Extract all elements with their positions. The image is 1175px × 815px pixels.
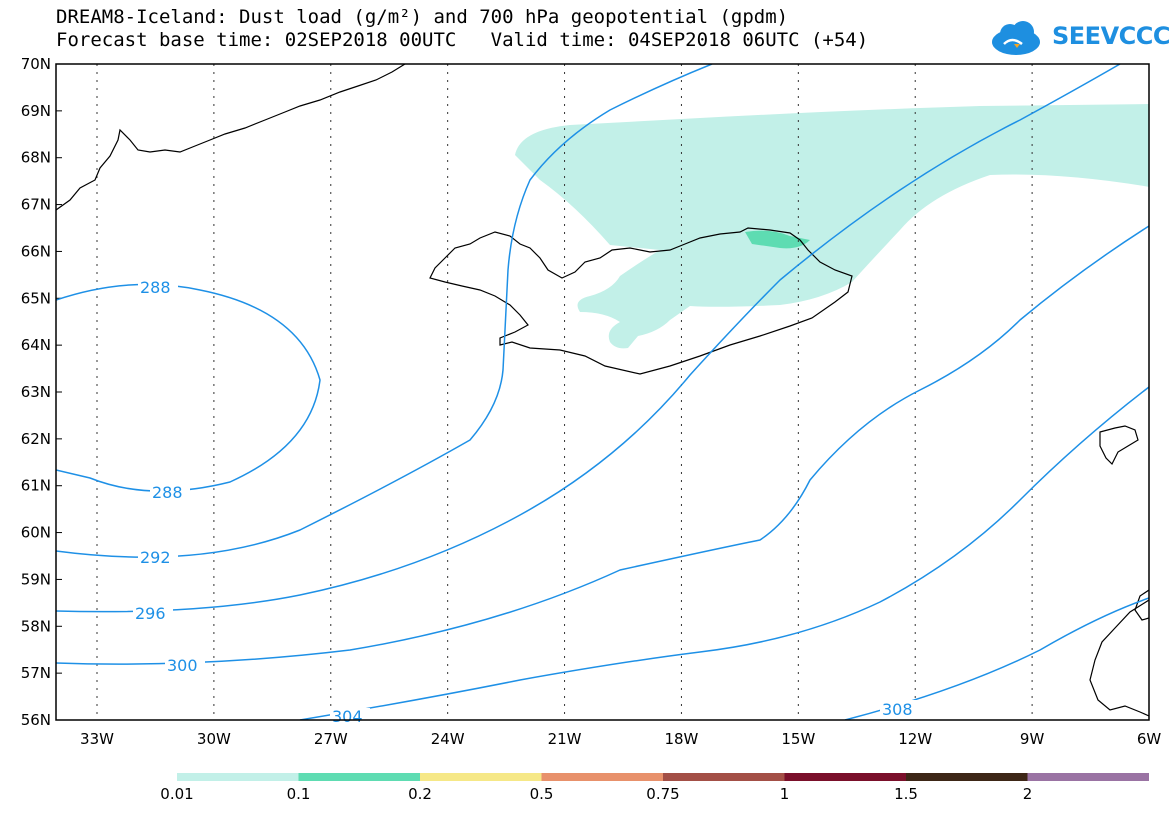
contour-label-292: 292 xyxy=(140,548,171,567)
lon-label-24W: 24W xyxy=(431,730,465,748)
legend-label-2: 2 xyxy=(1023,785,1033,803)
contour-labels: 288 288 292 296 300 304 308 xyxy=(133,278,920,726)
lon-label-12W: 12W xyxy=(898,730,932,748)
legend-label-1.5: 1.5 xyxy=(894,785,918,803)
legend-swatch-5 xyxy=(784,773,906,781)
legend-label-1: 1 xyxy=(780,785,790,803)
colorbar-legend: 0.01 0.1 0.2 0.5 0.75 1 1.5 2 xyxy=(160,773,1149,803)
seevccc-logo xyxy=(992,21,1040,55)
lat-label-56N: 56N xyxy=(21,711,51,729)
contour-292 xyxy=(56,64,713,558)
dust-plume-mid xyxy=(745,230,810,249)
lon-label-21W: 21W xyxy=(548,730,582,748)
shetland-coast xyxy=(1134,589,1149,621)
legend-swatch-6 xyxy=(906,773,1028,781)
lon-label-15W: 15W xyxy=(781,730,815,748)
latitude-labels: 70N 69N 68N 67N 66N 65N 64N 63N 62N 61N 60N 59N 58N 5… xyxy=(21,55,51,729)
lat-label-66N: 66N xyxy=(21,242,51,260)
lat-label-69N: 69N xyxy=(21,102,51,120)
contour-label-304: 304 xyxy=(332,707,363,726)
lat-label-62N: 62N xyxy=(21,430,51,448)
legend-swatch-4 xyxy=(663,773,785,781)
lon-label-30W: 30W xyxy=(197,730,231,748)
legend-label-0.2: 0.2 xyxy=(408,785,432,803)
map-title-line1: DREAM8-Iceland: Dust load (g/m²) and 700… xyxy=(56,6,789,28)
contour-304 xyxy=(299,386,1149,720)
legend-label-0.01: 0.01 xyxy=(160,785,193,803)
legend-swatch-7 xyxy=(1027,773,1149,781)
logo-text: SEEVCCC xyxy=(1052,22,1171,50)
lat-label-70N: 70N xyxy=(21,55,51,73)
lat-label-68N: 68N xyxy=(21,149,51,167)
lat-label-67N: 67N xyxy=(21,196,51,214)
lat-label-61N: 61N xyxy=(21,477,51,495)
legend-swatch-2 xyxy=(420,773,542,781)
contour-label-300: 300 xyxy=(167,656,198,675)
lon-label-33W: 33W xyxy=(80,730,114,748)
contour-288-closed xyxy=(56,283,321,492)
greenland-coast xyxy=(56,64,406,211)
lat-label-58N: 58N xyxy=(21,617,51,635)
contour-label-296: 296 xyxy=(135,604,166,623)
faroe-islands xyxy=(1099,425,1139,466)
scotland-coast xyxy=(1089,599,1149,717)
map-title-line2: Forecast base time: 02SEP2018 00UTC Vali… xyxy=(56,29,869,51)
legend-label-0.1: 0.1 xyxy=(287,785,311,803)
cloud-icon xyxy=(992,21,1040,55)
legend-swatch-0 xyxy=(177,773,299,781)
map-frame xyxy=(55,63,1150,721)
lon-label-27W: 27W xyxy=(314,730,348,748)
legend-label-0.75: 0.75 xyxy=(646,785,679,803)
lon-label-6W: 6W xyxy=(1137,730,1162,748)
lat-label-63N: 63N xyxy=(21,383,51,401)
lat-label-65N: 65N xyxy=(21,289,51,307)
contour-300 xyxy=(56,225,1149,665)
contour-label-288-top: 288 xyxy=(140,278,171,297)
lat-label-64N: 64N xyxy=(21,336,51,354)
contour-label-308: 308 xyxy=(882,700,913,719)
coastlines xyxy=(56,64,1149,717)
legend-label-0.5: 0.5 xyxy=(530,785,554,803)
longitude-labels: 33W 30W 27W 24W 21W 18W 15W 12W 9W 6W xyxy=(80,730,1161,748)
legend-swatch-3 xyxy=(541,773,663,781)
dust-plume-low xyxy=(515,104,1149,349)
iceland-coast xyxy=(429,227,853,375)
lon-label-9W: 9W xyxy=(1020,730,1045,748)
contour-296 xyxy=(56,64,1121,613)
contour-label-288-bottom: 288 xyxy=(152,483,183,502)
lat-label-60N: 60N xyxy=(21,524,51,542)
lon-label-18W: 18W xyxy=(664,730,698,748)
legend-swatch-1 xyxy=(298,773,420,781)
dust-load-shading xyxy=(515,104,1149,349)
lat-label-57N: 57N xyxy=(21,664,51,682)
lat-label-59N: 59N xyxy=(21,570,51,588)
